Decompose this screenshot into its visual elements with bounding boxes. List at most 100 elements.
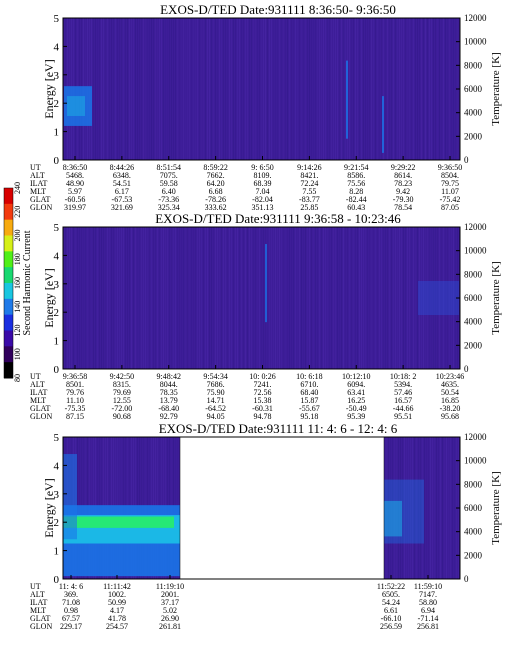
noise-stripe: [109, 18, 110, 160]
noise-stripe: [263, 227, 264, 369]
noise-stripe: [187, 18, 188, 160]
noise-stripe: [143, 227, 144, 369]
noise-stripe: [239, 18, 240, 160]
ephemeris-value: 75.56: [347, 179, 365, 188]
noise-stripe: [351, 227, 352, 369]
y2-tick-label: 12000: [464, 13, 487, 23]
noise-stripe: [85, 227, 86, 369]
ephemeris-row-label: GLON: [30, 412, 52, 421]
noise-stripe: [249, 227, 250, 369]
noise-stripe: [151, 18, 152, 160]
noise-stripe: [235, 18, 236, 160]
ephemeris-value: 8501.: [66, 380, 84, 389]
colorbar-tick-label: 160: [13, 277, 22, 289]
noise-stripe: [141, 18, 142, 160]
noise-stripe: [337, 227, 338, 369]
noise-stripe: [423, 227, 424, 369]
noise-stripe: [349, 227, 350, 369]
noise-stripe: [167, 227, 168, 369]
noise-stripe: [424, 437, 425, 579]
noise-stripe: [321, 227, 322, 369]
ephemeris-value: 9:21:54: [344, 163, 368, 172]
ephemeris-value: 9.42: [396, 187, 410, 196]
y-tick-label: 3: [54, 489, 60, 501]
colorbar-tick-label: 220: [13, 206, 22, 218]
noise-stripe: [431, 227, 432, 369]
ephemeris-value: 14.71: [207, 396, 225, 405]
y2-tick-label: 0: [464, 364, 469, 374]
noise-stripe: [229, 18, 230, 160]
panel-title: EXOS-D/TED Date:931111 9:36:58 - 10:23:4…: [155, 211, 401, 226]
ephemeris-left-value: 229.17: [60, 622, 82, 631]
noise-stripe: [437, 18, 438, 160]
colorbar-tick-label: 200: [13, 230, 22, 242]
noise-stripe: [209, 18, 210, 160]
ephemeris-value: 6.40: [162, 187, 176, 196]
noise-stripe: [241, 18, 242, 160]
noise-stripe: [133, 18, 134, 160]
noise-stripe: [289, 227, 290, 369]
noise-stripe: [327, 18, 328, 160]
noise-stripe: [411, 227, 412, 369]
noise-stripe: [367, 18, 368, 160]
noise-stripe: [233, 18, 234, 160]
ephemeris-value: 333.62: [205, 203, 227, 212]
noise-stripe: [403, 18, 404, 160]
noise-stripe: [243, 227, 244, 369]
noise-stripe: [197, 18, 198, 160]
noise-stripe: [213, 18, 214, 160]
ephemeris-value: 63.41: [347, 388, 365, 397]
noise-stripe: [345, 18, 346, 160]
noise-stripe: [343, 18, 344, 160]
noise-stripe: [385, 227, 386, 369]
noise-stripe: [295, 227, 296, 369]
noise-stripe: [422, 437, 423, 579]
noise-stripe: [301, 227, 302, 369]
y2-tick-label: 2000: [464, 131, 483, 141]
noise-stripe: [275, 18, 276, 160]
ephemeris-value: 64.20: [207, 179, 225, 188]
spike: [382, 96, 384, 153]
noise-stripe: [389, 18, 390, 160]
noise-stripe: [239, 227, 240, 369]
noise-stripe: [450, 437, 451, 579]
noise-stripe: [223, 18, 224, 160]
noise-stripe: [89, 227, 90, 369]
ephemeris-row-label: GLON: [30, 203, 52, 212]
y2-tick-label: 10000: [464, 246, 487, 256]
ephemeris-value: 8586.: [347, 171, 365, 180]
ephemeris-left-value: 1002.: [108, 590, 126, 599]
noise-stripe: [371, 227, 372, 369]
ephemeris-row-label: UT: [30, 163, 41, 172]
ephemeris-left-value: 2001.: [161, 590, 179, 599]
noise-stripe: [433, 227, 434, 369]
ephemeris-value: 95.18: [300, 412, 318, 421]
noise-stripe: [121, 227, 122, 369]
noise-stripe: [445, 227, 446, 369]
y2-tick-label: 12000: [464, 432, 487, 442]
y-tick-label: 1: [54, 546, 60, 558]
noise-stripe: [217, 18, 218, 160]
noise-stripe: [373, 18, 374, 160]
noise-stripe: [163, 227, 164, 369]
noise-stripe: [412, 437, 413, 579]
ephemeris-value: 8:44:26: [110, 163, 134, 172]
ephemeris-value: 8044.: [160, 380, 178, 389]
noise-stripe: [153, 18, 154, 160]
noise-stripe: [395, 18, 396, 160]
y2-tick-label: 4000: [464, 527, 483, 537]
noise-stripe: [343, 227, 344, 369]
noise-stripe: [141, 227, 142, 369]
noise-stripe: [201, 18, 202, 160]
ephemeris-left-value: 26.90: [161, 614, 179, 623]
y-tick-label: 0: [54, 574, 60, 586]
ephemeris-value: 94.78: [254, 412, 272, 421]
noise-stripe: [103, 18, 104, 160]
noise-stripe: [355, 18, 356, 160]
ephemeris-value: 8:51:54: [157, 163, 181, 172]
noise-stripe: [409, 18, 410, 160]
y2-tick-label: 4000: [464, 317, 483, 327]
noise-stripe: [119, 18, 120, 160]
ephemeris-value: -60.56: [65, 195, 86, 204]
noise-stripe: [245, 227, 246, 369]
